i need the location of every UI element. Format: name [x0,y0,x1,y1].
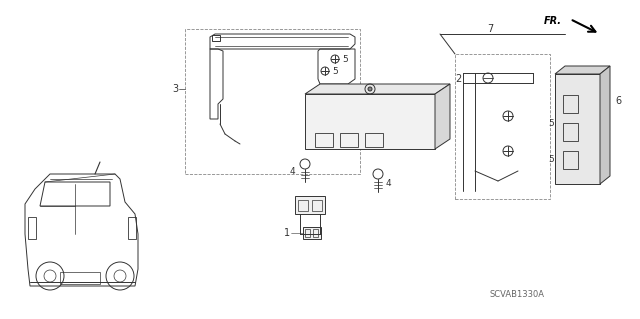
Bar [555,74,600,184]
Bar [303,227,321,239]
Text: 5: 5 [548,154,554,164]
Bar [563,151,578,169]
Text: 1: 1 [284,228,290,238]
Polygon shape [305,84,450,94]
Text: SCVAB1330A: SCVAB1330A [490,290,545,299]
Bar [298,200,308,211]
Text: 2: 2 [455,74,461,84]
Bar [185,29,360,174]
Bar [128,217,136,239]
Text: 4: 4 [386,180,392,189]
Bar [315,133,333,147]
Text: FR.: FR. [544,16,562,26]
Polygon shape [435,84,450,149]
Bar [28,217,36,239]
Bar [312,200,322,211]
Bar [305,229,310,237]
Text: 4: 4 [289,167,295,176]
Polygon shape [600,66,610,184]
Polygon shape [555,66,610,74]
Circle shape [368,87,372,91]
Bar [340,133,358,147]
Bar [313,229,318,237]
Bar [305,94,435,149]
Text: 7: 7 [487,24,493,34]
Bar [365,133,383,147]
Bar [60,272,100,284]
Text: 5: 5 [342,55,348,63]
Text: 6: 6 [615,97,621,107]
Bar [455,54,550,199]
Text: 5: 5 [548,120,554,129]
Bar [563,123,578,141]
Bar [212,35,220,41]
Bar [563,95,578,113]
Text: 5: 5 [332,66,338,76]
Bar [295,196,325,214]
Text: 3: 3 [172,84,178,94]
